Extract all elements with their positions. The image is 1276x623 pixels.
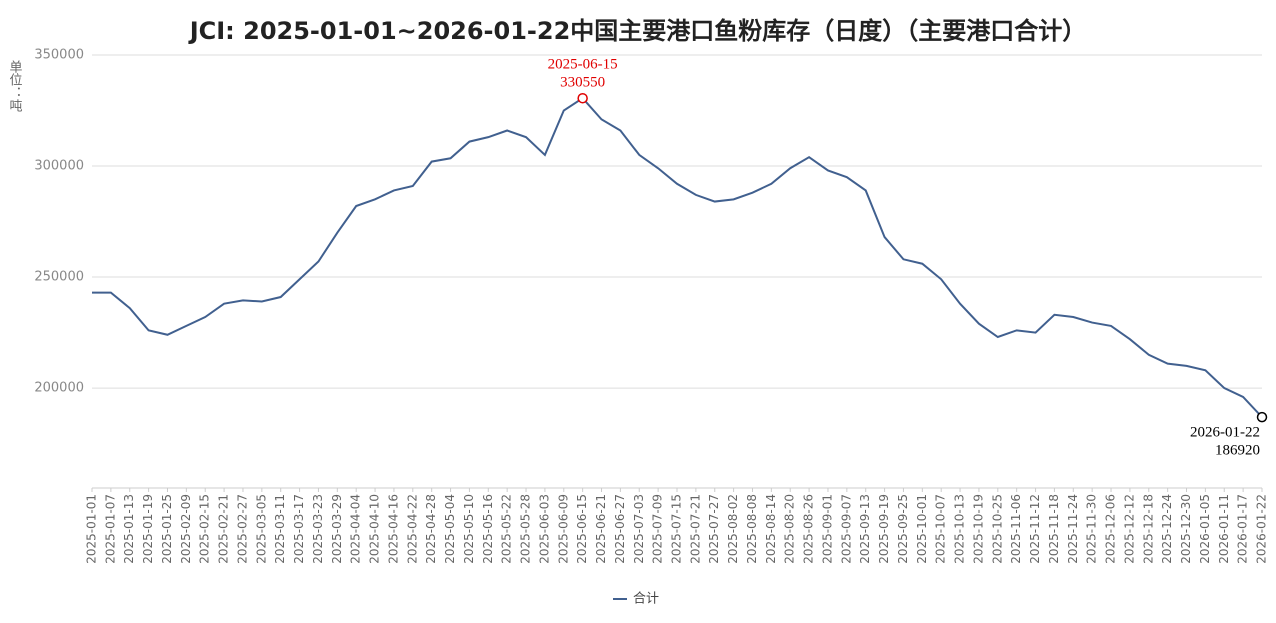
x-tick-label: 2025-08-26 [802,494,816,564]
x-tick-label: 2025-06-03 [537,494,551,564]
y-tick-label: 300000 [34,159,84,174]
x-tick-label: 2025-09-13 [858,494,872,564]
x-tick-label: 2025-06-21 [594,494,608,564]
chart-title: JCI: 2025-01-01~2026-01-22中国主要港口鱼粉库存（日度）… [188,17,1087,45]
x-tick-label: 2025-03-17 [292,494,306,564]
x-tick-label: 2025-01-07 [103,494,117,564]
x-tick-label: 2025-12-18 [1141,494,1155,564]
x-tick-label: 2025-01-19 [141,494,155,564]
x-tick-label: 2025-08-02 [726,494,740,564]
annotation-point [577,92,588,104]
x-tick-label: 2026-01-11 [1217,494,1231,564]
x-tick-label: 2025-12-06 [1104,494,1118,564]
x-tick-label: 2025-03-29 [330,494,344,564]
x-tick-label: 2025-06-09 [556,494,570,564]
y-tick-label: 200000 [34,381,84,396]
x-tick-label: 2025-04-16 [386,494,400,564]
x-tick-label: 2025-01-01 [85,494,99,564]
x-tick-label: 2026-01-05 [1198,494,1212,564]
y-tick-label: 350000 [34,48,84,63]
x-tick-label: 2025-07-27 [707,494,721,564]
x-tick-label: 2025-12-24 [1160,494,1174,564]
x-tick-label: 2025-04-10 [368,494,382,564]
annotation-date: 2026-01-22 [1190,425,1260,441]
legend-label: 合计 [633,592,659,607]
x-tick-label: 2026-01-22 [1255,494,1269,564]
x-tick-label: 2025-02-27 [235,494,249,564]
x-tick-label: 2025-08-20 [783,494,797,564]
annotation-value: 330550 [560,75,605,91]
x-tick-label: 2025-12-30 [1179,494,1193,564]
annotation-point [1256,411,1268,423]
x-tick-label: 2025-03-11 [273,494,287,564]
x-tick-label: 2025-02-21 [217,494,231,564]
x-tick-label: 2025-03-05 [254,494,268,564]
x-tick-label: 2025-11-12 [1028,494,1042,564]
annotation-value: 186920 [1215,443,1260,459]
x-tick-label: 2025-04-28 [424,494,438,564]
x-tick-label: 2025-01-13 [122,494,136,564]
x-tick-label: 2025-08-14 [764,494,778,564]
x-tick-label: 2025-09-07 [839,494,853,564]
x-tick-label: 2025-11-18 [1047,494,1061,564]
x-tick-label: 2025-10-25 [990,494,1004,564]
x-tick-label: 2025-05-28 [519,494,533,564]
x-tick-label: 2025-10-19 [971,494,985,564]
x-tick-label: 2025-11-06 [1009,494,1023,564]
x-tick-label: 2026-01-17 [1236,494,1250,564]
x-tick-label: 2025-05-04 [443,494,457,564]
x-tick-label: 2025-07-15 [670,494,684,564]
x-tick-label: 2025-10-13 [953,494,967,564]
x-tick-label: 2025-01-25 [160,494,174,564]
x-tick-label: 2025-02-09 [179,494,193,564]
x-tick-label: 2025-05-10 [462,494,476,564]
y-axis-label: 单位：吨 [7,60,23,112]
x-tick-label: 2025-07-21 [688,494,702,564]
x-tick-label: 2025-05-22 [500,494,514,564]
x-tick-label: 2025-08-08 [745,494,759,564]
x-tick-label: 2025-10-01 [915,494,929,564]
x-tick-label: 2025-09-19 [877,494,891,564]
x-tick-label: 2025-07-09 [651,494,665,564]
x-tick-label: 2025-09-01 [820,494,834,564]
x-tick-label: 2025-09-25 [896,494,910,564]
x-tick-label: 2025-06-15 [575,494,589,564]
x-tick-label: 2025-03-23 [311,494,325,564]
data-line [92,96,1263,418]
x-tick-label: 2025-11-24 [1066,494,1080,564]
x-tick-label: 2025-07-03 [632,494,646,564]
x-tick-label: 2025-05-16 [481,494,495,564]
x-tick-label: 2025-12-12 [1122,494,1136,564]
x-tick-label: 2025-02-15 [198,494,212,564]
x-tick-label: 2025-04-04 [349,494,363,564]
x-tick-label: 2025-06-27 [613,494,627,564]
x-tick-label: 2025-11-30 [1085,494,1099,564]
annotation-date: 2025-06-15 [548,57,618,73]
x-tick-label: 2025-10-07 [934,494,948,564]
y-tick-label: 250000 [34,270,84,285]
x-tick-label: 2025-04-22 [405,494,419,564]
